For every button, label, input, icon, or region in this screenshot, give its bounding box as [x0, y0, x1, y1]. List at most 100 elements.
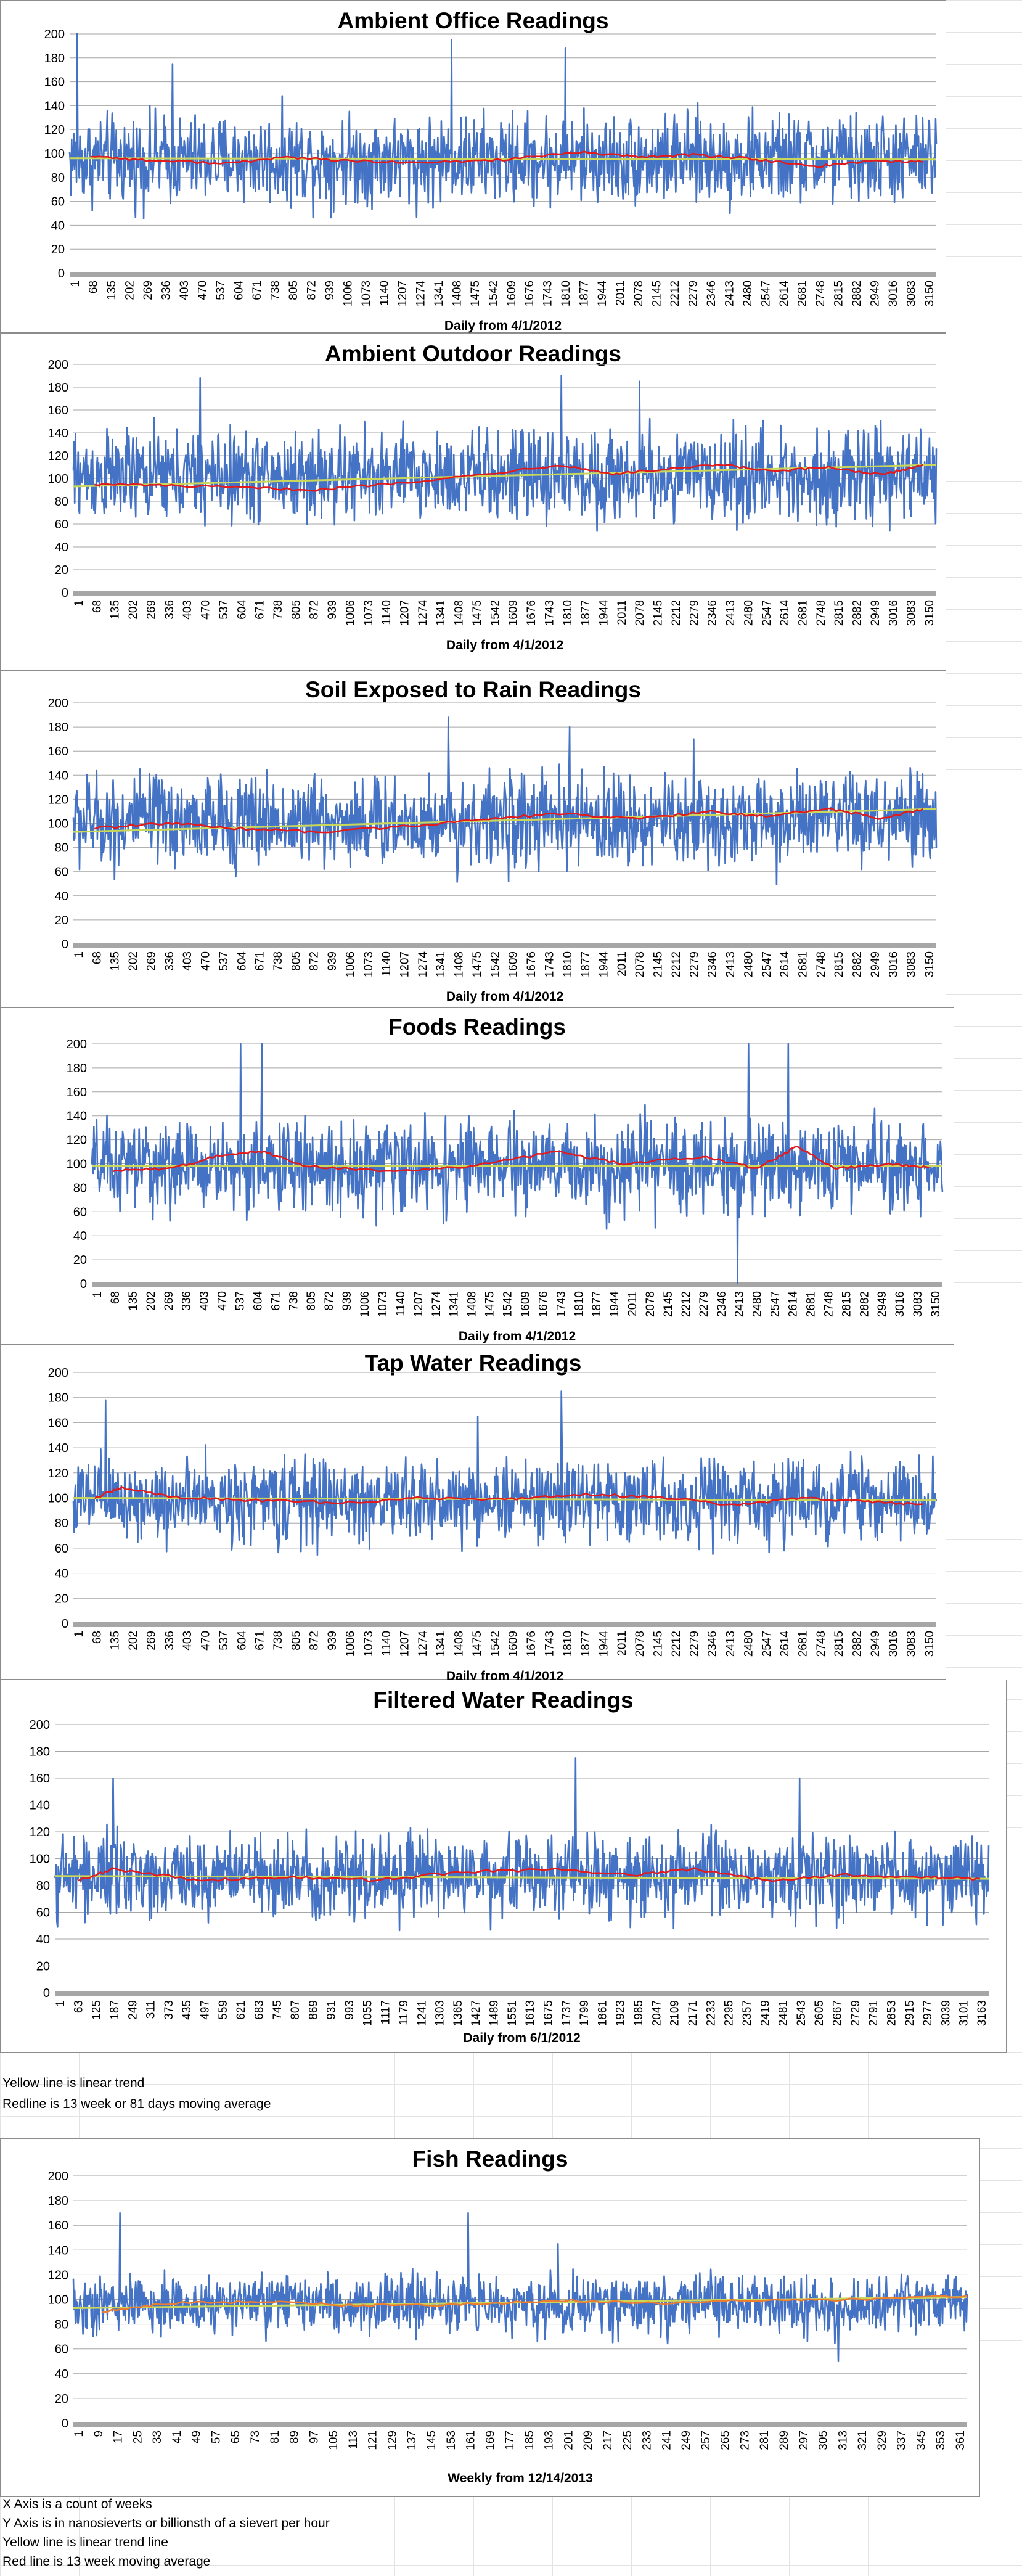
y-tick-label: 180 — [48, 721, 68, 734]
series-moving-average-line — [91, 150, 923, 168]
x-tick-label: 2681 — [804, 1291, 817, 1317]
x-tick-label: 3016 — [887, 600, 900, 626]
x-tick-label: 2212 — [670, 600, 683, 626]
x-tick-label: 671 — [269, 1291, 282, 1311]
x-tick-label: 1427 — [470, 2000, 483, 2026]
chart-title: Ambient Outdoor Readings — [325, 341, 621, 366]
x-tick-label: 202 — [123, 281, 136, 300]
x-tick-label: 2078 — [634, 600, 647, 626]
x-tick-label: 807 — [289, 2000, 302, 2020]
x-tick-label: 2882 — [858, 1291, 871, 1317]
x-axis-band — [73, 2422, 967, 2427]
y-tick-label: 200 — [30, 1718, 50, 1732]
y-tick-label: 160 — [44, 76, 65, 89]
x-tick-label: 1944 — [598, 951, 611, 978]
x-tick-label: 185 — [523, 2430, 536, 2450]
x-tick-label: 311 — [145, 2000, 158, 2019]
x-tick-label: 497 — [199, 2000, 212, 2020]
series-trend-line — [54, 1875, 989, 1880]
series-readings-line — [72, 375, 938, 532]
x-axis-band — [73, 1622, 936, 1627]
x-tick-label: 49 — [190, 2430, 203, 2443]
x-tick-label: 336 — [163, 951, 176, 971]
x-tick-label: 3150 — [930, 1291, 942, 1317]
x-tick-label: 68 — [91, 1631, 104, 1644]
x-tick-label: 1475 — [469, 281, 482, 306]
x-tick-label: 1006 — [344, 600, 357, 626]
x-tick-label: 2547 — [761, 1631, 774, 1657]
x-tick-label: 2413 — [724, 1631, 737, 1657]
x-tick-label: 1341 — [435, 600, 448, 626]
x-tick-label: 269 — [142, 281, 155, 300]
y-tick-label: 120 — [67, 1134, 87, 1147]
x-tick-label: 281 — [758, 2430, 771, 2450]
x-tick-label: 2614 — [779, 1631, 791, 1657]
x-tick-label: 3083 — [912, 1291, 925, 1317]
y-tick-label: 140 — [48, 2244, 68, 2257]
x-tick-label: 1542 — [489, 951, 502, 977]
y-tick-label: 100 — [48, 2294, 68, 2307]
y-tick-label: 40 — [55, 890, 68, 903]
x-tick-label: 2145 — [652, 1631, 665, 1657]
chart-svg: 0 20 40 60 80 100 120 140 160 180 200 1 68 135 202 269 3… — [48, 358, 938, 652]
x-tick-label: 2915 — [904, 2000, 917, 2026]
series-moving-average-line — [94, 1486, 923, 1506]
x-tick-label: 1341 — [433, 281, 446, 306]
chart-5: Tap Water Readings 0 20 40 60 80 100 120 140 160 1… — [0, 1345, 946, 1680]
x-tick-label: 2547 — [761, 951, 774, 977]
x-tick-label: 537 — [215, 281, 227, 300]
y-tick-label: 60 — [73, 1205, 87, 1219]
x-tick-label: 145 — [425, 2430, 438, 2450]
x-tick-label: 1241 — [415, 2000, 428, 2026]
x-tick-label: 2614 — [787, 1291, 800, 1318]
x-tick-label: 1542 — [489, 600, 502, 626]
y-tick-label: 200 — [48, 697, 68, 710]
y-tick-label: 80 — [55, 1517, 68, 1530]
x-tick-label: 1542 — [489, 1631, 502, 1657]
x-tick-label: 1676 — [537, 1291, 550, 1317]
x-tick-label: 2882 — [851, 281, 864, 306]
note-trend: Yellow line is linear trend — [2, 2076, 145, 2090]
x-axis-title: Daily from 6/1/2012 — [463, 2031, 580, 2045]
x-tick-label: 1609 — [505, 281, 518, 306]
chart-svg: 0 20 40 60 80 100 120 140 160 180 200 1 68 135 202 269 3… — [67, 1038, 944, 1343]
x-tick-label: 193 — [543, 2430, 556, 2450]
chart-title: Fish Readings — [412, 2146, 568, 2172]
x-tick-label: 1475 — [471, 1631, 484, 1657]
x-tick-label: 1408 — [451, 281, 464, 306]
x-tick-label: 671 — [254, 600, 267, 620]
x-tick-label: 1810 — [562, 1631, 574, 1657]
x-tick-label: 869 — [307, 2000, 320, 2020]
y-tick-label: 120 — [48, 449, 68, 463]
x-tick-label: 805 — [290, 600, 303, 620]
x-tick-label: 2413 — [724, 951, 737, 977]
y-tick-label: 20 — [55, 914, 68, 927]
x-tick-label: 1006 — [344, 1631, 357, 1657]
x-tick-label: 671 — [254, 951, 267, 971]
x-tick-label: 3083 — [905, 281, 918, 306]
y-tick-label: 0 — [62, 1617, 68, 1631]
x-tick-label: 2547 — [761, 600, 774, 626]
x-tick-label: 2614 — [779, 600, 791, 626]
x-tick-label: 470 — [200, 600, 213, 620]
series-moving-average-line — [94, 464, 923, 492]
y-tick-label: 100 — [30, 1853, 50, 1866]
x-tick-label: 2212 — [670, 951, 683, 977]
x-tick-label: 2047 — [650, 2000, 663, 2026]
y-tick-label: 80 — [36, 1879, 50, 1893]
x-tick-label: 1408 — [453, 600, 466, 626]
x-tick-label: 939 — [326, 951, 339, 971]
x-tick-label: 2815 — [833, 1631, 846, 1657]
chart-4: Foods Readings 0 20 40 60 80 100 120 140 160 180 20… — [0, 1007, 954, 1345]
x-tick-label: 3016 — [887, 281, 900, 306]
x-tick-label: 225 — [621, 2430, 634, 2450]
x-tick-label: 2346 — [705, 281, 718, 306]
y-tick-label: 120 — [44, 123, 65, 137]
x-tick-label: 1274 — [417, 951, 430, 978]
y-tick-label: 140 — [67, 1110, 87, 1123]
x-tick-label: 265 — [719, 2430, 732, 2450]
x-tick-label: 321 — [856, 2430, 869, 2450]
x-tick-label: 68 — [91, 951, 104, 964]
x-tick-label: 2279 — [688, 1631, 701, 1657]
y-tick-label: 140 — [30, 1799, 50, 1813]
